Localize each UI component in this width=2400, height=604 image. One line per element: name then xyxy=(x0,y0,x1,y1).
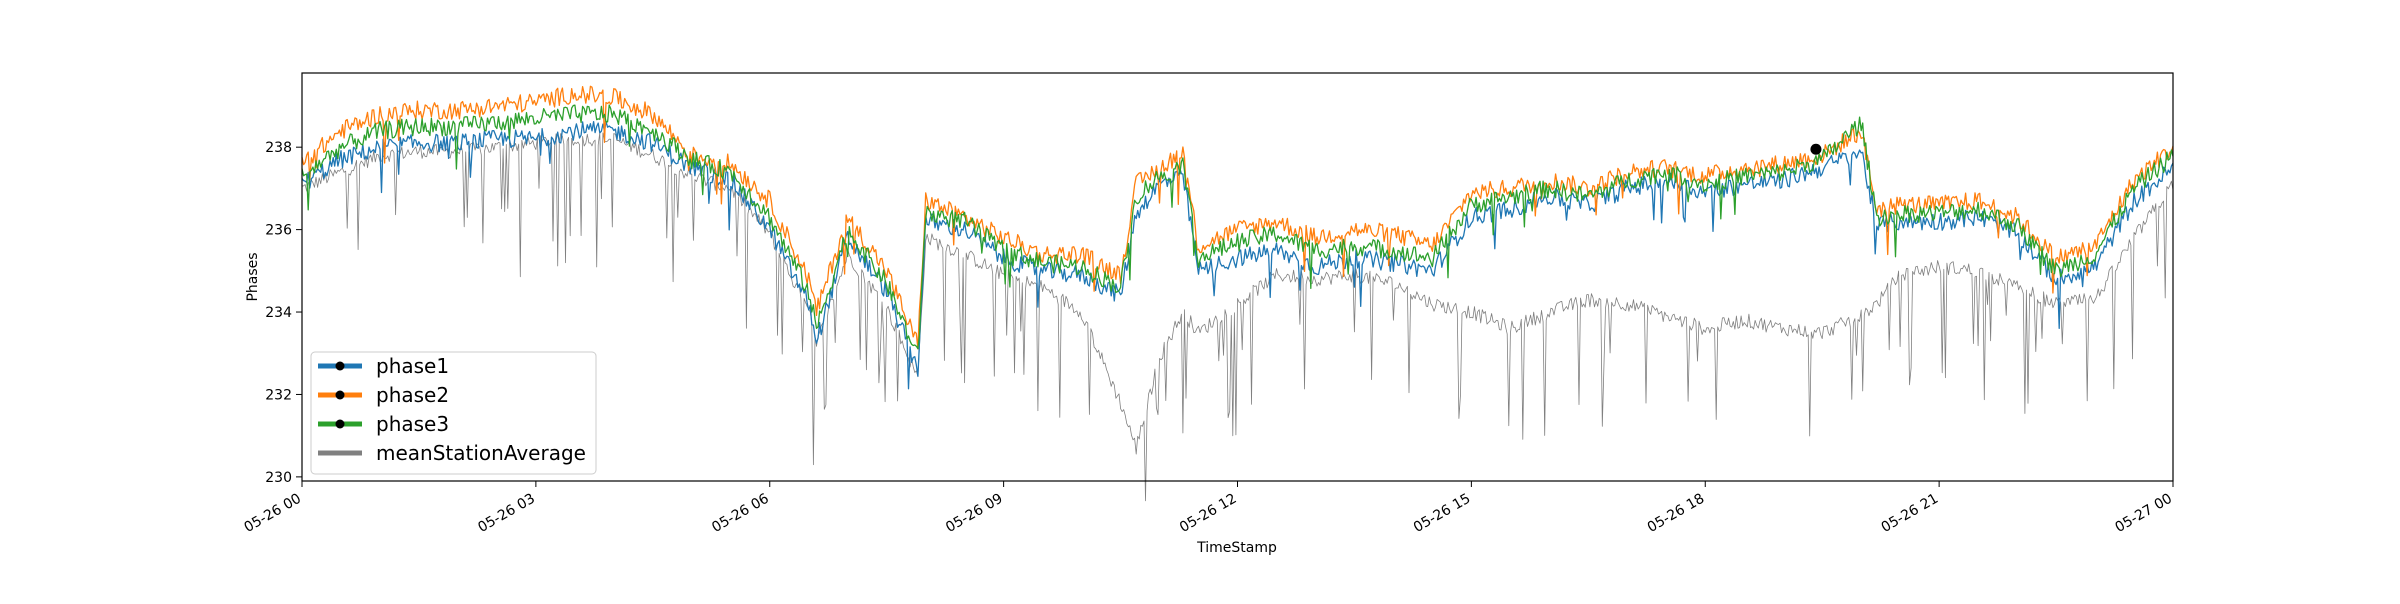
y-tick-label: 230 xyxy=(265,470,292,486)
legend-marker xyxy=(335,361,345,371)
highlight-marker xyxy=(1810,143,1822,155)
y-tick-label: 232 xyxy=(265,387,292,403)
x-tick-label: 05-26 12 xyxy=(1177,491,1240,536)
legend-marker xyxy=(335,390,345,400)
x-tick-label: 05-26 06 xyxy=(709,491,772,536)
legend-label-phase2: phase2 xyxy=(376,383,449,407)
y-tick-label: 234 xyxy=(265,305,292,321)
x-tick-label: 05-26 18 xyxy=(1645,491,1708,536)
y-tick-label: 236 xyxy=(265,223,292,239)
series-line-phase3 xyxy=(301,104,2174,350)
legend-label-phase1: phase1 xyxy=(376,354,449,378)
x-tick-label: 05-26 03 xyxy=(475,491,538,536)
legend-marker xyxy=(335,419,345,429)
series-layer xyxy=(301,85,2174,502)
x-tick-label: 05-26 09 xyxy=(943,491,1006,536)
y-axis: 230 232 234 236 238 xyxy=(265,140,302,486)
series-line-phase2 xyxy=(301,85,2174,350)
legend-box xyxy=(310,351,597,475)
x-tick-label: 05-26 21 xyxy=(1879,491,1942,536)
y-axis-label: Phases xyxy=(245,252,261,301)
x-tick-label: 05-26 15 xyxy=(1411,491,1474,536)
x-axis-label: TimeStamp xyxy=(1196,540,1277,556)
x-axis: 05-26 00 05-26 03 05-26 06 05-26 09 05-26 12… xyxy=(241,481,2175,536)
legend: phase1 phase2 phase3 meanStationAverage xyxy=(310,351,597,475)
series-line-meanStationAverage xyxy=(301,132,2174,502)
series-line-phase1 xyxy=(301,120,2174,390)
legend-label-phase3: phase3 xyxy=(376,412,449,436)
y-tick-label: 238 xyxy=(265,140,292,156)
x-tick-label: 05-27 00 xyxy=(2112,491,2175,536)
legend-label-meanStationAverage: meanStationAverage xyxy=(376,441,586,465)
x-tick-label: 05-26 00 xyxy=(241,491,304,536)
